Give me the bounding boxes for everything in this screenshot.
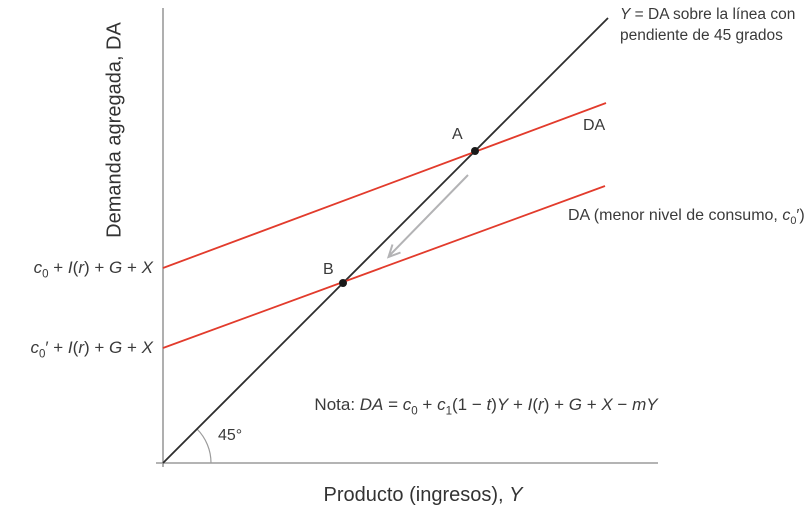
angle-label: 45° bbox=[218, 427, 243, 444]
shift-arrow bbox=[386, 174, 469, 259]
y-axis-label: Demanda agregada, DA bbox=[103, 22, 126, 238]
line-45-label-line1: Y = DA sobre la línea con bbox=[620, 6, 796, 23]
line-45-label: Y = DA sobre la línea con pendiente de 4… bbox=[620, 4, 795, 46]
da-line-upper bbox=[162, 102, 607, 269]
da-upper-label: DA bbox=[583, 117, 606, 134]
da-lower-label: DA (menor nivel de consumo, c0′) bbox=[568, 207, 805, 228]
point-b-dot bbox=[339, 279, 347, 287]
line-45-label-line2: pendiente de 45 grados bbox=[620, 27, 783, 44]
note-formula: Nota: DA = c0 + c1(1 − t)Y + I(r) + G + … bbox=[314, 395, 658, 418]
intercept-lower-label: c0′ + I(r) + G + X bbox=[30, 338, 153, 361]
angle-arc bbox=[196, 428, 212, 464]
line-45-degree bbox=[162, 17, 609, 464]
intercept-upper-label: c0 + I(r) + G + X bbox=[33, 258, 153, 281]
point-a-dot bbox=[471, 147, 479, 155]
point-b-label: B bbox=[323, 261, 334, 278]
da-line-lower bbox=[162, 185, 606, 349]
point-a-label: A bbox=[452, 126, 463, 143]
x-axis-label: Producto (ingresos), Y bbox=[323, 484, 523, 506]
